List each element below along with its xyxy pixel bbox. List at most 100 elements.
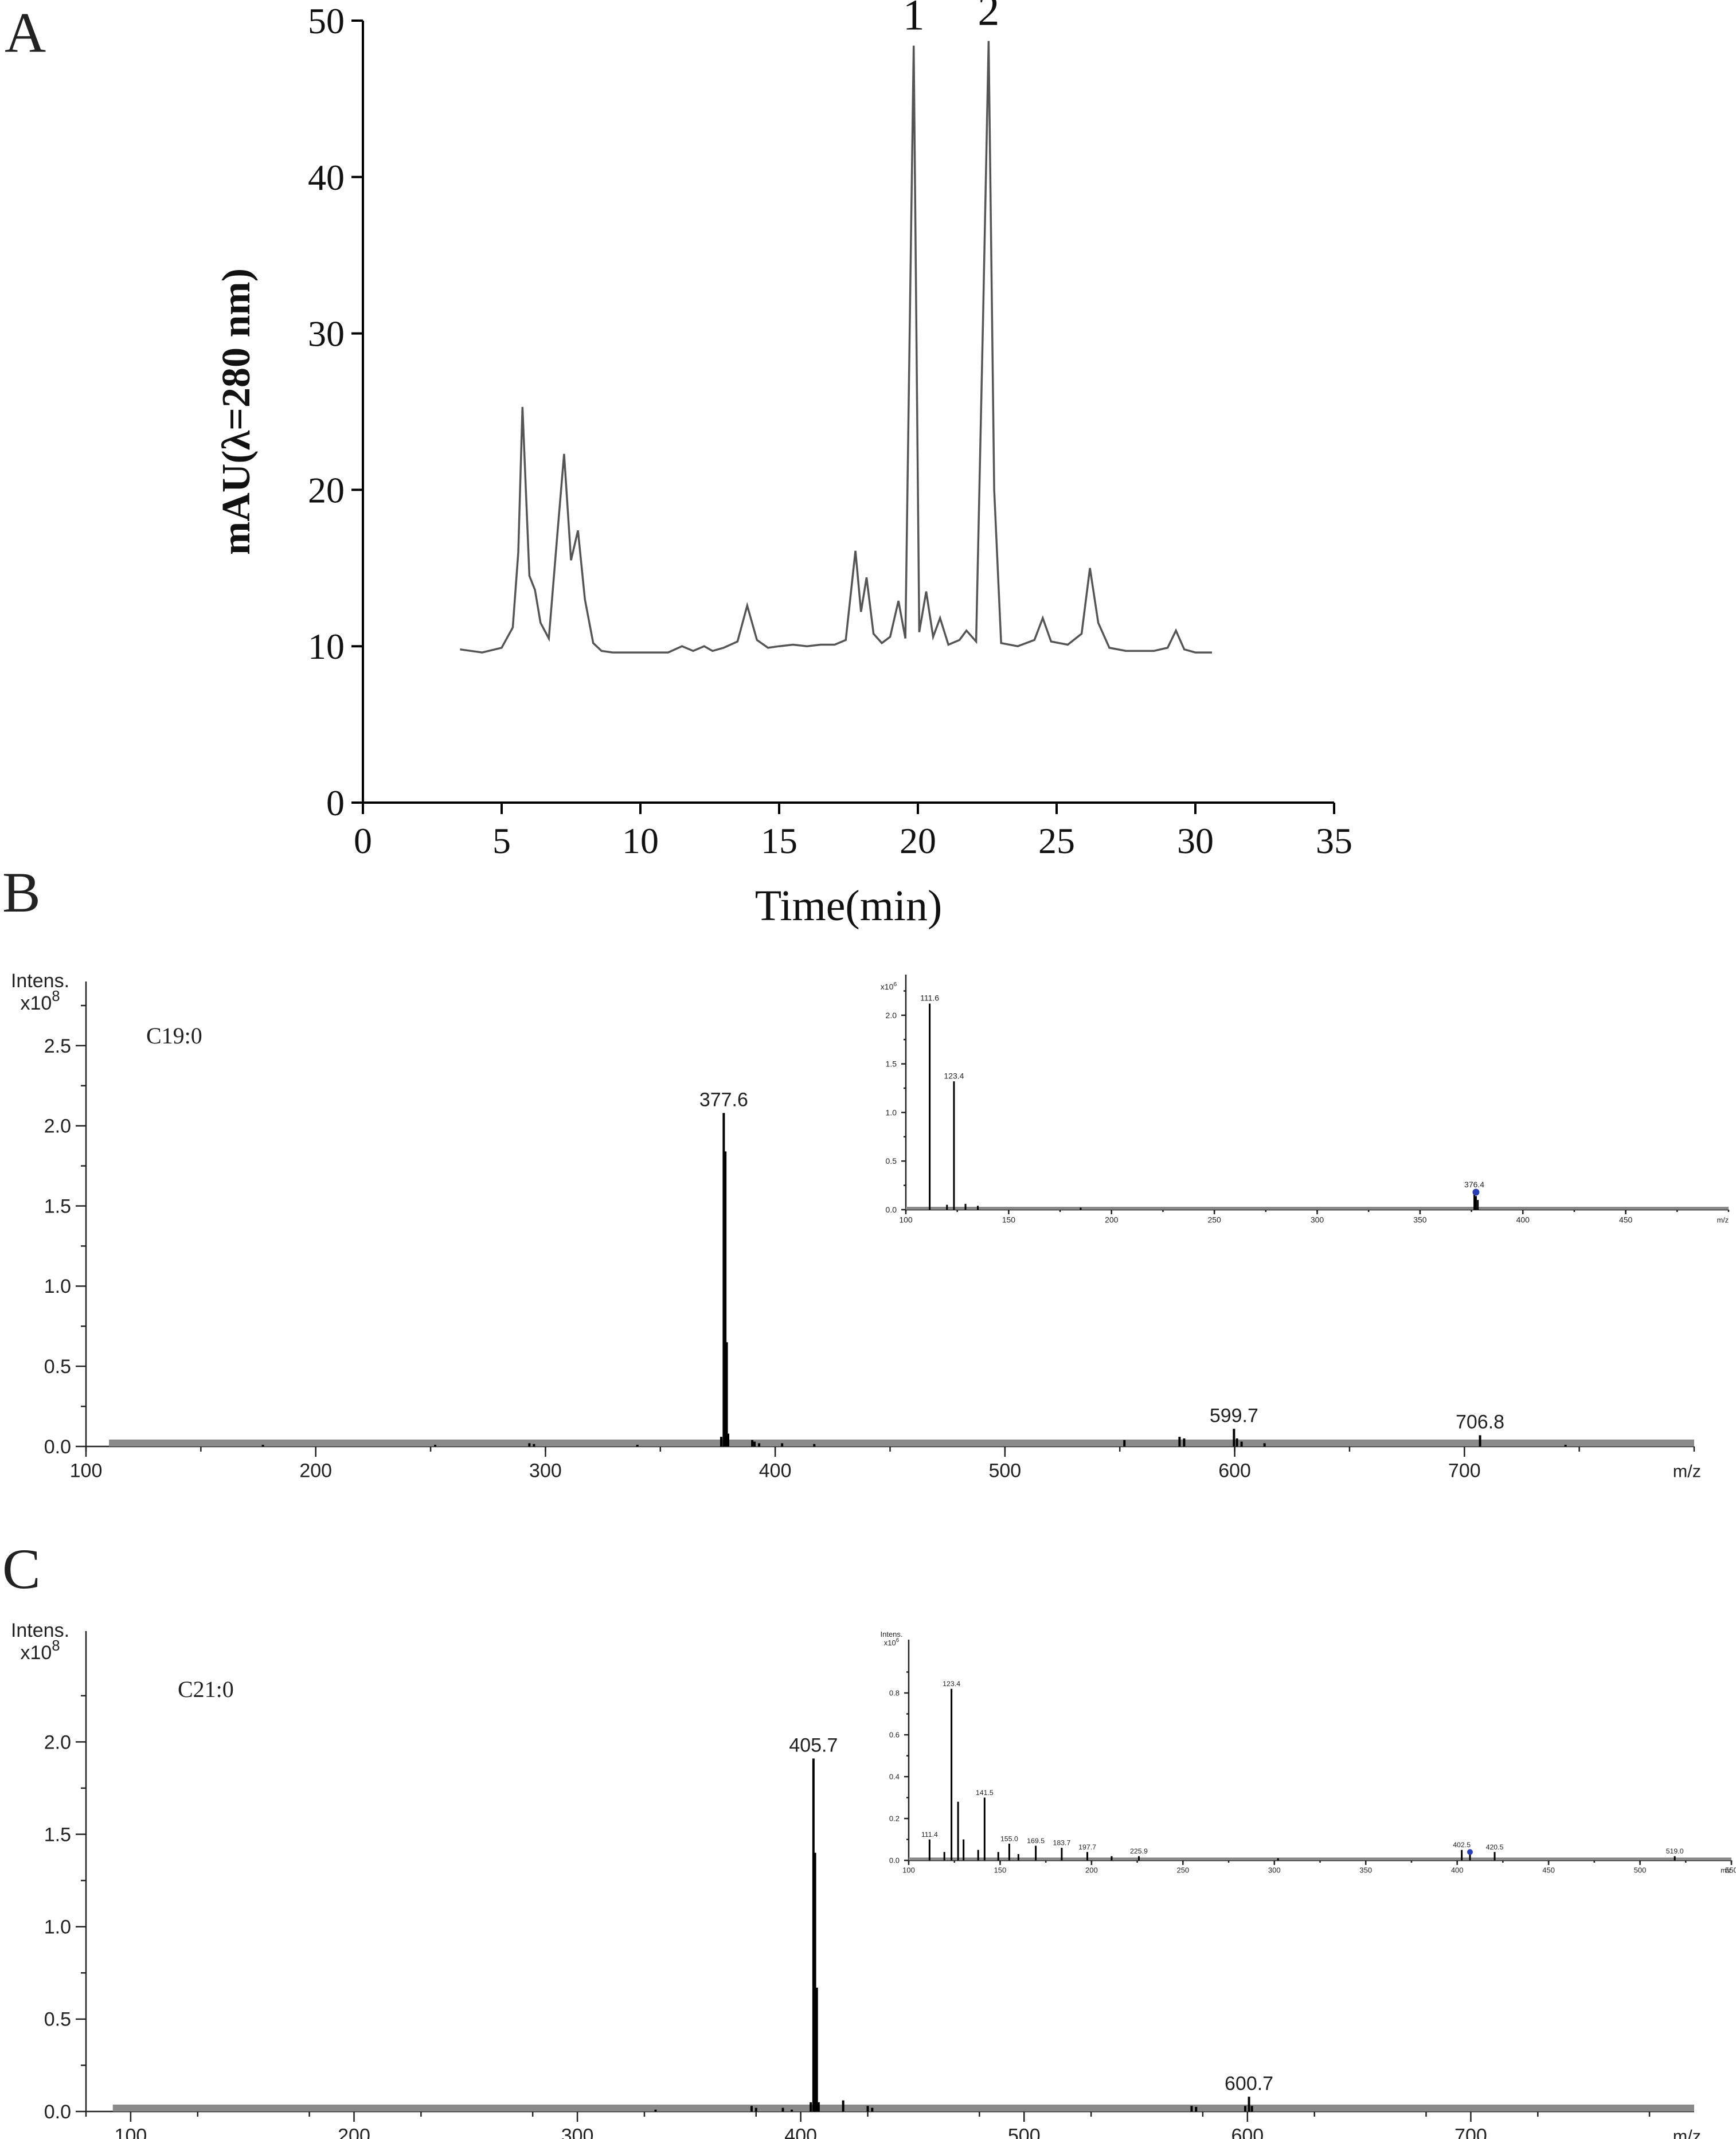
inset-x-axis-label: m/z	[1721, 1867, 1731, 1875]
y-tick-label: 2.0	[44, 1116, 71, 1137]
inset-x-tick-label: 350	[1359, 1866, 1372, 1875]
y-tick-label: 10	[308, 626, 345, 667]
y-axis-label: Intens.	[11, 1620, 69, 1641]
x-tick-label: 20	[900, 820, 936, 861]
x-tick-label: 400	[784, 2125, 817, 2139]
inset-peak-label: 155.0	[1000, 1835, 1018, 1843]
chromatogram-chart: 0 10 20 30 40 50 0 5 10 15 20 25 30 35 Time(min) mAU(λ=…	[214, 0, 1352, 930]
panel-label-c: C	[2, 1537, 41, 1601]
inset-x-tick-label: 300	[1311, 1215, 1324, 1225]
inset-x-tick-label: 300	[1268, 1866, 1281, 1875]
inset-x-tick-label: 250	[1207, 1215, 1221, 1225]
mass-spectrum-c21: 0.0 0.5 1.0 1.5 2.0 100 200 300 400 500 600 700 m/z I…	[11, 1620, 1736, 2139]
inset-peak-label: 225.9	[1130, 1847, 1148, 1855]
inset-x-tick-label: 100	[899, 1215, 913, 1225]
inset-x-tick-label: 200	[1085, 1866, 1098, 1875]
inset-x-tick-label: 100	[902, 1866, 915, 1875]
peak-label: 405.7	[789, 1734, 838, 1756]
inset-x-tick-label: 150	[1002, 1215, 1016, 1225]
inset-x-tick-label: 450	[1619, 1215, 1633, 1225]
inset-x-tick-label: 350	[1413, 1215, 1427, 1225]
inset-peak-label: 376.4	[1464, 1180, 1484, 1189]
inset-y-tick-label: 0.8	[889, 1689, 900, 1698]
peak-label: 599.7	[1210, 1405, 1258, 1426]
inset-x-tick-label: 200	[1105, 1215, 1119, 1225]
x-tick-label: 400	[759, 1460, 792, 1482]
inset-y-multiplier: x106	[881, 981, 897, 991]
inset-baseline-noise	[909, 1858, 1731, 1860]
compound-label: C21:0	[178, 1676, 234, 1702]
peak-label: 377.6	[699, 1089, 748, 1110]
y-tick-label: 0.0	[44, 2101, 71, 2123]
inset-y-tick-label: 0.5	[886, 1156, 897, 1166]
x-tick-label: 500	[988, 1460, 1021, 1482]
inset-peak-label: 123.4	[943, 1680, 960, 1688]
x-tick-label: 500	[1008, 2125, 1041, 2139]
peak-annotation-2: 2	[978, 0, 999, 34]
inset-x-axis-label: m/z	[1717, 1217, 1729, 1225]
inset-x-tick-label: 400	[1451, 1866, 1464, 1875]
baseline-noise	[112, 2105, 1694, 2111]
inset-peak-label: 183.7	[1053, 1839, 1070, 1847]
mass-spectrum-c19: 0.0 0.5 1.0 1.5 2.0 2.5 100 200 300 400 500 600 700 m…	[11, 970, 1730, 1482]
x-tick-label: 25	[1038, 820, 1075, 861]
y-tick-label: 0.0	[44, 1436, 71, 1458]
x-tick-label: 700	[1455, 2125, 1487, 2139]
y-tick-label: 20	[308, 470, 345, 510]
y-tick-label: 0	[326, 783, 345, 823]
ms2-inset: 0.0 0.5 1.0 1.5 2.0 100 150 200 250 300 350 400 450 m…	[881, 975, 1730, 1225]
x-axis-label: m/z	[1673, 2127, 1701, 2139]
x-tick-label: 30	[1177, 820, 1214, 861]
compound-label: C19:0	[146, 1023, 202, 1049]
y-tick-label: 1.5	[44, 1824, 71, 1845]
inset-peak-label: 141.5	[976, 1789, 994, 1797]
inset-peak-label: 169.5	[1027, 1837, 1045, 1845]
y-tick-label: 40	[308, 157, 345, 198]
inset-y-axis-label: Intens.	[880, 1630, 902, 1639]
inset-x-tick-label: 250	[1176, 1866, 1189, 1875]
x-tick-label: 300	[561, 2125, 594, 2139]
inset-x-tick-label: 400	[1516, 1215, 1530, 1225]
x-tick-label: 15	[761, 820, 797, 861]
inset-baseline-noise	[906, 1207, 1729, 1210]
inset-y-tick-label: 1.0	[886, 1108, 897, 1117]
y-tick-label: 0.5	[44, 1356, 71, 1378]
ms2-inset: 0.0 0.2 0.4 0.6 0.8 100 150 200 250 300 350 400 450 5…	[880, 1630, 1736, 1875]
x-tick-label: 200	[299, 1460, 332, 1482]
inset-precursor-marker	[1467, 1849, 1473, 1855]
inset-x-tick-label: 500	[1634, 1866, 1647, 1875]
inset-y-tick-label: 2.0	[886, 1011, 897, 1020]
y-axis-label: mAU(λ=280 nm)	[214, 268, 259, 555]
inset-peak-label: 420.5	[1486, 1843, 1504, 1851]
y-tick-label: 1.0	[44, 1917, 71, 1938]
inset-peak-label: 111.6	[920, 994, 939, 1003]
y-tick-label: 2.0	[44, 1731, 71, 1753]
inset-peak-label: 123.4	[944, 1071, 964, 1080]
inset-x-tick-label: 150	[994, 1866, 1007, 1875]
x-tick-label: 200	[338, 2125, 370, 2139]
chromatogram-trace	[460, 41, 1212, 654]
baseline-noise	[109, 1440, 1694, 1446]
inset-y-tick-label: 1.5	[886, 1059, 897, 1069]
y-tick-label: 50	[308, 1, 345, 41]
x-tick-label: 35	[1316, 820, 1352, 861]
y-tick-label: 30	[308, 314, 345, 354]
x-tick-label: 600	[1218, 1460, 1251, 1482]
inset-y-tick-label: 0.6	[889, 1731, 900, 1739]
panel-label-a: A	[5, 1, 46, 64]
y-tick-label: 0.5	[44, 2009, 71, 2031]
x-tick-label: 600	[1231, 2125, 1264, 2139]
inset-peak-label: 111.4	[921, 1831, 938, 1839]
x-tick-label: 700	[1448, 1460, 1481, 1482]
x-tick-label: 100	[70, 1460, 103, 1482]
y-multiplier: x108	[20, 988, 60, 1014]
x-axis-label: m/z	[1673, 1462, 1701, 1481]
inset-x-tick-label: 550	[1725, 1866, 1736, 1875]
inset-x-tick-label: 450	[1542, 1866, 1555, 1875]
panel-label-b: B	[2, 861, 41, 924]
y-axis-label: Intens.	[11, 970, 69, 992]
x-tick-label: 0	[354, 820, 372, 861]
inset-y-tick-label: 0.0	[889, 1856, 900, 1865]
inset-peak-label: 197.7	[1078, 1843, 1096, 1851]
